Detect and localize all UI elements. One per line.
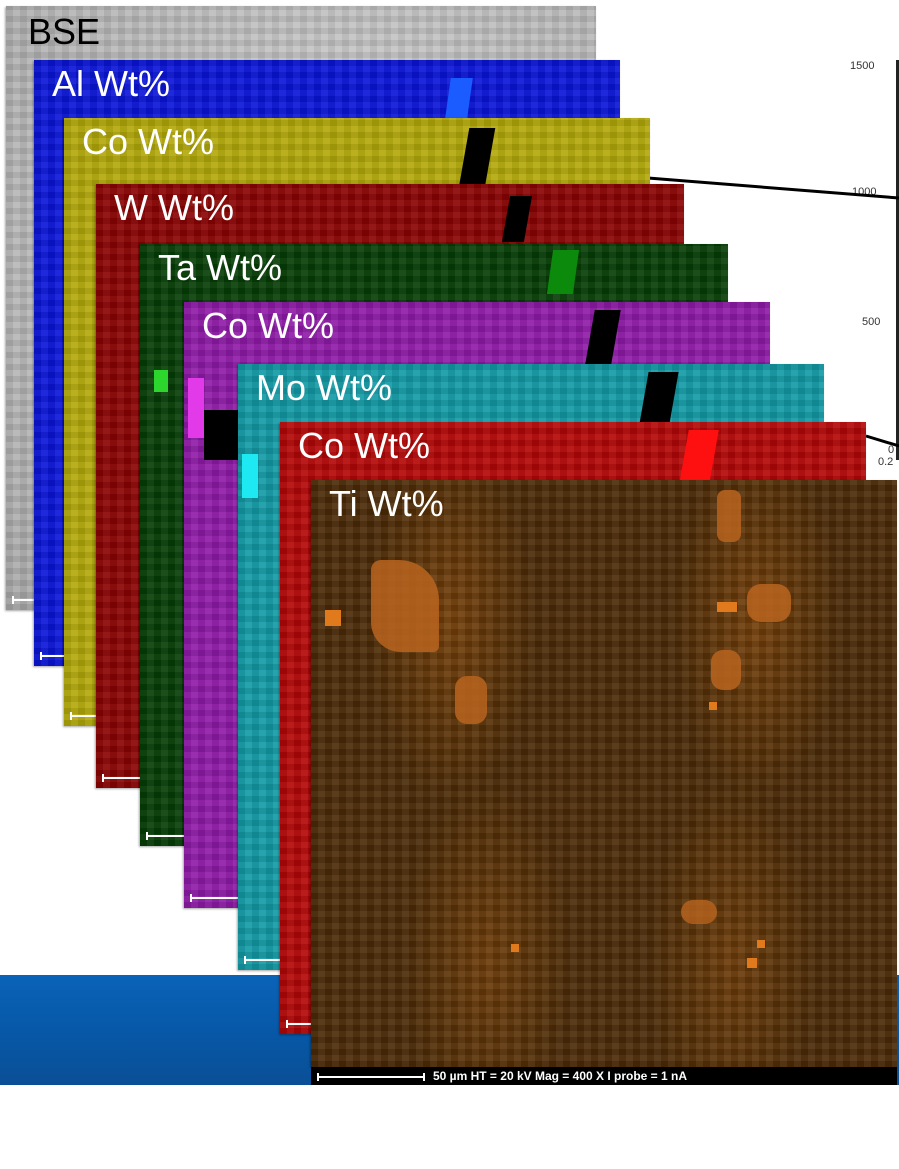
ti-rich-phase — [711, 650, 741, 690]
chart-tick-label: 0.2 — [878, 456, 894, 468]
ti-rich-phase — [681, 900, 717, 924]
map-label: Al Wt% — [52, 63, 171, 104]
chart-tick-label: 0 — [888, 444, 895, 456]
ti-rich-phase — [747, 584, 791, 622]
ti-rich-phase — [371, 560, 439, 652]
ti-rich-phase — [717, 490, 741, 542]
chart-tick-label: 500 — [862, 316, 881, 328]
map-label: Ta Wt% — [158, 247, 283, 288]
map-label: BSE — [28, 11, 101, 52]
map-label: Co Wt% — [82, 121, 215, 162]
sem-caption-bar: 50 µm HT = 20 kV Mag = 400 X I probe = 1… — [311, 1067, 897, 1085]
ti-rich-phase — [455, 676, 487, 724]
map-label: Co Wt% — [298, 425, 431, 466]
map-label: Co Wt% — [202, 305, 335, 346]
map-ti: Ti Wt% — [311, 480, 897, 1067]
map-label: Mo Wt% — [256, 367, 393, 408]
sem-caption-text: 50 µm HT = 20 kV Mag = 400 X I probe = 1… — [433, 1069, 688, 1083]
map-label: W Wt% — [114, 187, 234, 228]
chart-axis — [896, 60, 899, 460]
chart-tick-label: 1000 — [852, 186, 877, 198]
chart-tick-label: 1500 — [850, 60, 875, 72]
scale-bar — [317, 1072, 425, 1081]
map-label: Ti Wt% — [329, 483, 444, 524]
